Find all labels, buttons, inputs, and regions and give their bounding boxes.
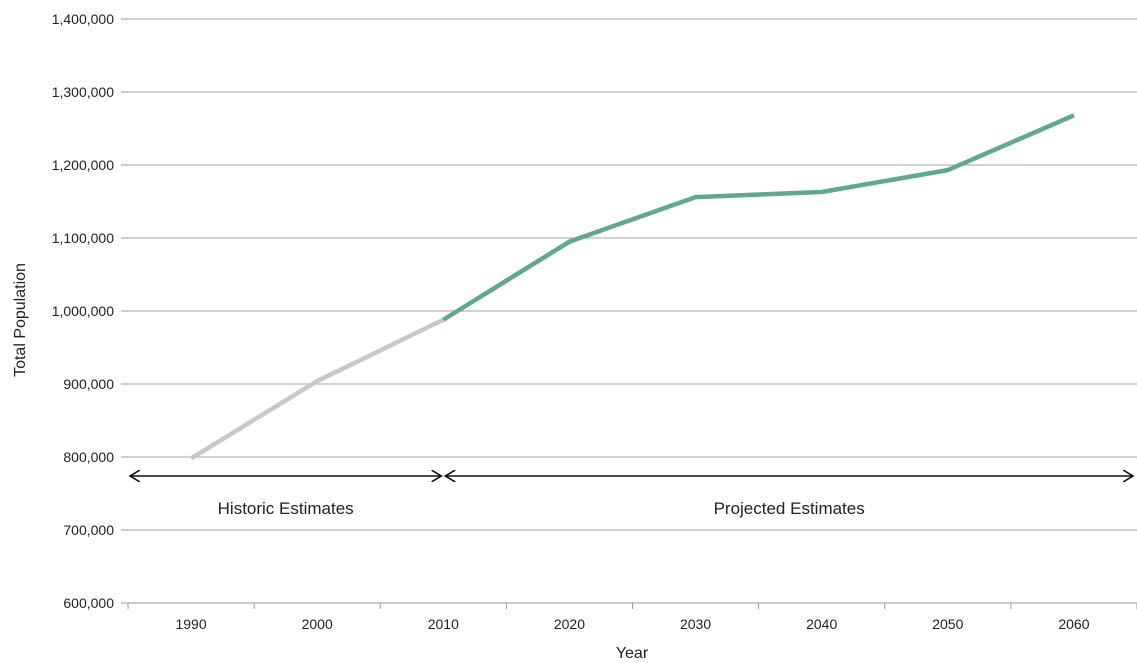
historic-series-line: [189, 317, 445, 461]
y-tick-label: 1,400,000: [52, 11, 114, 27]
historic-estimates-label: Historic Estimates: [218, 499, 354, 518]
x-tick-label: 2060: [1058, 616, 1089, 632]
x-tick-label: 2020: [554, 616, 585, 632]
projected-series-line: [442, 113, 1075, 322]
region-annotations: Historic Estimates Projected Estimates: [130, 476, 1133, 518]
y-tick-label: 600,000: [63, 595, 114, 611]
x-axis-ticks: 1990 2000 2010 2020 2030 2040 2050 2060: [127, 603, 1137, 632]
y-tick-label: 800,000: [63, 449, 114, 465]
y-tick-label: 900,000: [63, 376, 114, 392]
y-tick-label: 1,000,000: [52, 303, 114, 319]
x-tick-label: 2030: [680, 616, 711, 632]
y-tick-label: 1,300,000: [52, 84, 114, 100]
x-tick-label: 2050: [932, 616, 963, 632]
series-lines: [189, 113, 1075, 461]
x-tick-label: 2040: [806, 616, 837, 632]
y-axis-ticks: 600,000 700,000 800,000 900,000 1,000,000 1,1…: [52, 11, 128, 611]
x-axis-title: Year: [616, 645, 649, 662]
x-tick-label: 1990: [175, 616, 206, 632]
projected-estimates-label: Projected Estimates: [714, 499, 865, 518]
y-tick-label: 1,200,000: [52, 157, 114, 173]
x-tick-label: 2010: [428, 616, 459, 632]
y-axis-title: Total Population: [12, 263, 29, 377]
gridlines: [128, 18, 1137, 531]
x-tick-label: 2000: [302, 616, 333, 632]
y-tick-label: 1,100,000: [52, 230, 114, 246]
y-tick-label: 700,000: [63, 522, 114, 538]
